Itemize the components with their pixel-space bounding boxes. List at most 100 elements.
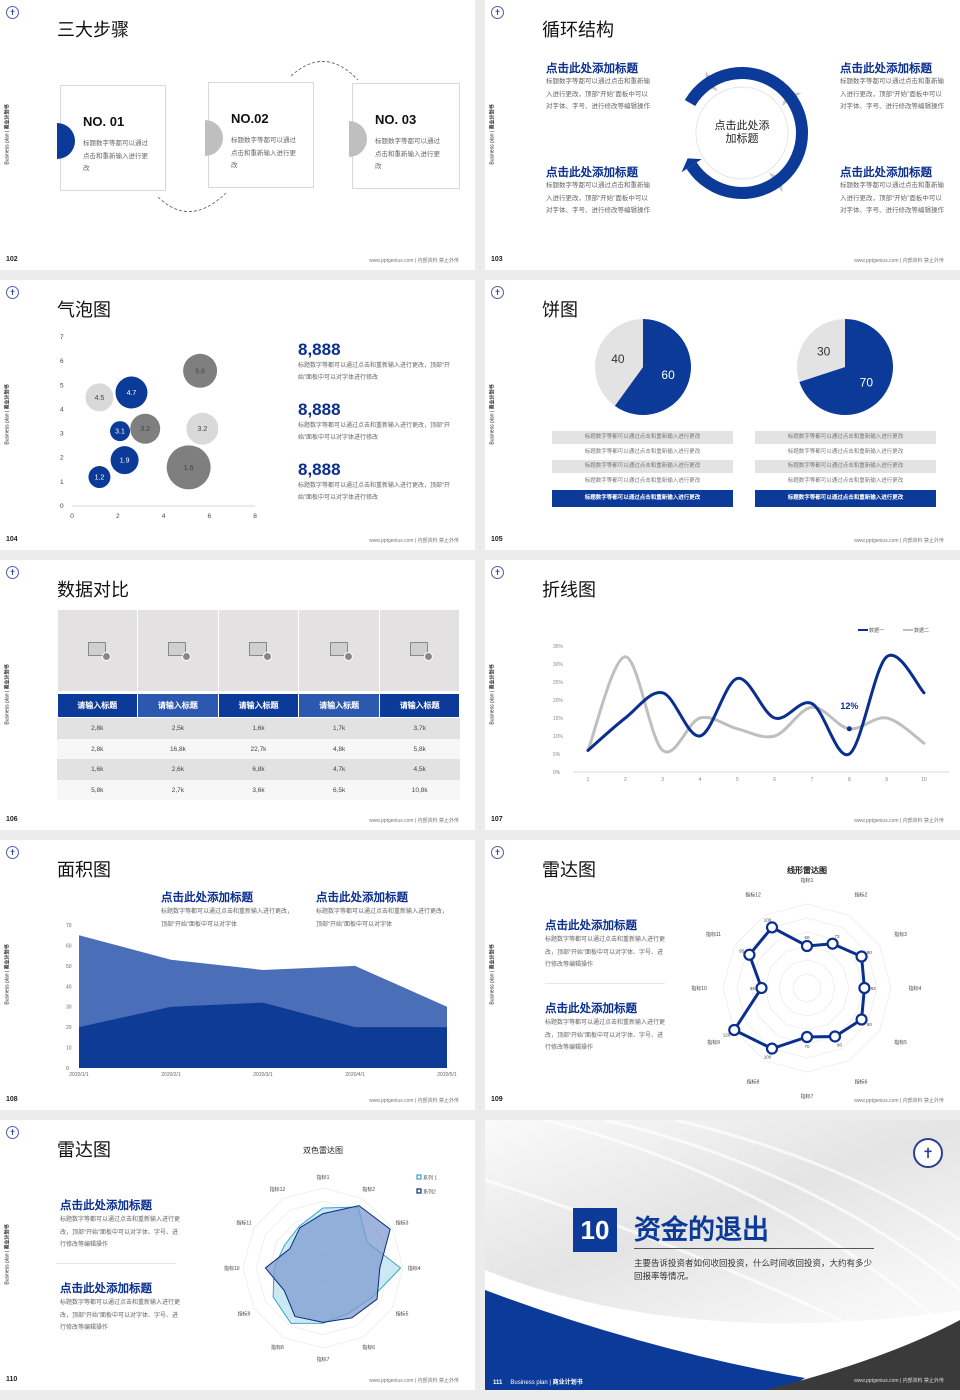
axis-label: 指标1 xyxy=(317,1174,330,1181)
side-label-cn: 商业计划书 xyxy=(4,664,11,690)
slide-104[interactable]: 气泡图 0 2 4 6 8 0 1 2 3 4 5 6 7 1.2 1.9 3.1 4.7 4.5 3.2 5.6 3.… xyxy=(0,280,475,550)
half-circle-marker xyxy=(205,120,223,156)
slide-103[interactable]: 循环结构 点击此处添加标题 标题数字等都可以通过点击和重新输入进行更改，顶部“开… xyxy=(485,0,960,270)
image-placeholder[interactable] xyxy=(57,610,138,691)
footer-text: www.pptgenius.com | 内部资料 禁止外传 xyxy=(369,258,459,264)
radar-point xyxy=(765,921,779,934)
slide-105[interactable]: 饼图 60 40 70 30 ✝ Business plan | 商业计划书 105 www… xyxy=(485,280,960,550)
side-label-cn: 商业计划书 xyxy=(4,1224,11,1250)
x-tick-label: 9 xyxy=(885,777,888,783)
stat-value: 8,888 xyxy=(298,340,341,359)
x-tick-label: 0 xyxy=(70,513,74,520)
step-number: NO.02 xyxy=(231,111,269,126)
item-text: 标题数字等都可以通过点击和重新输入进行更改，顶部“开始”面板中可以对字体、字号、… xyxy=(840,78,944,110)
half-circle-marker xyxy=(57,123,75,159)
cycle-diagram xyxy=(681,67,808,199)
radar-point xyxy=(828,1030,842,1043)
data-label: 120 xyxy=(723,1033,731,1038)
arrow-left-head xyxy=(681,158,702,173)
slide-title: 数据对比 xyxy=(57,580,129,600)
image-placeholder[interactable] xyxy=(299,610,379,691)
y-tick-label: 30% xyxy=(553,662,564,668)
side-label-en: Business plan | xyxy=(4,409,11,445)
half-circle-marker xyxy=(349,121,367,157)
plus-badge xyxy=(182,652,192,661)
axis-label: 指标12 xyxy=(745,891,761,898)
item-heading[interactable]: 点击此处添加标题 xyxy=(546,63,638,75)
item-heading[interactable]: 点击此处添加标题 xyxy=(840,167,932,179)
step-card-2[interactable]: NO.02 标题数字等都可以通过点击和重新输入进行更改 xyxy=(205,82,314,188)
pie-slice xyxy=(797,319,845,382)
item-heading[interactable]: 点击此处添加标题 xyxy=(546,167,638,179)
slide-110[interactable]: 雷达图 点击此处添加标题 标题数字等都可以通过点击和重新输入进行更改，顶部“开始… xyxy=(0,1120,475,1390)
y-tick-label: 6 xyxy=(60,358,64,365)
data-label: 95 xyxy=(739,948,745,953)
item-heading[interactable]: 点击此处添加标题 xyxy=(316,892,408,904)
slide-102[interactable]: 三大步骤 NO. 01 标题数字等都可以通过点击和重新输入进行更改 NO.02 … xyxy=(0,0,475,270)
section-footer-left: 111 Business plan | 商业计划书 xyxy=(493,1377,583,1386)
x-tick-label: 2020/1/1 xyxy=(69,1072,89,1078)
item-heading[interactable]: 点击此处添加标题 xyxy=(161,892,253,904)
image-add-icon xyxy=(87,642,111,661)
item-heading[interactable]: 点击此处添加标题 xyxy=(545,920,637,932)
image-placeholder[interactable] xyxy=(379,610,460,691)
y-tick-label: 2 xyxy=(60,455,64,462)
bubble-label: 1.9 xyxy=(120,458,130,465)
axis-label: 指标2 xyxy=(362,1186,375,1193)
step-card-1[interactable]: NO. 01 标题数字等都可以通过点击和重新输入进行更改 xyxy=(57,85,166,191)
slide-109[interactable]: 雷达图 点击此处添加标题 标题数字等都可以通过点击和重新输入进行更改，顶部“开始… xyxy=(485,840,960,1110)
text-row: 标题数字等都可以通过点击和重新输入进行更改 xyxy=(584,478,701,484)
data-label: 90 xyxy=(867,1022,873,1027)
wave-blue-base xyxy=(485,1378,805,1390)
side-label-cn: 商业计划书 xyxy=(4,104,11,130)
stat-text: 标题数字等都可以通过点击和重新输入进行更改，顶部“开始”面板中可以对字体进行修改 xyxy=(298,423,450,441)
axis-label: 指标6 xyxy=(855,1079,868,1086)
axis-label: 指标9 xyxy=(238,1311,251,1318)
item-text: 标题数字等都可以通过点击和重新输入进行更改，顶部“开始”面板中可以对字体、字号、… xyxy=(545,937,666,968)
table-row xyxy=(57,779,460,800)
bubble-label: 4.5 xyxy=(95,395,105,402)
slide-title: 面积图 xyxy=(57,860,111,880)
image-placeholder[interactable] xyxy=(218,610,299,691)
side-label-cn: 商业计划书 xyxy=(489,104,496,130)
data-label: 100 xyxy=(764,918,772,923)
item-heading[interactable]: 点击此处添加标题 xyxy=(545,1003,637,1015)
footer-text: www.pptgenius.com | 内部资料 禁止外传 xyxy=(369,1378,459,1384)
side-label-cn: 商业计划书 xyxy=(489,944,496,970)
step-card-3[interactable]: NO. 03 标题数字等都可以通过点击和重新输入进行更改 xyxy=(349,83,460,189)
legend-label: 数据二 xyxy=(914,627,929,634)
axis-label: 指标4 xyxy=(909,985,922,992)
image-placeholder[interactable] xyxy=(138,610,218,691)
image-add-icon xyxy=(329,642,353,661)
cycle-center-title[interactable]: 点击此处添加标题 xyxy=(714,120,770,145)
radar-point xyxy=(858,981,871,995)
table-cell: 5,8k xyxy=(413,745,426,753)
slide-107[interactable]: 折线图 0% 5% 10% 15% 20% 25% 30% 35% 1 2 3 4 5 6 7 8 9 10 12%… xyxy=(485,560,960,830)
y-tick-label: 60 xyxy=(66,943,72,949)
image-add-icon xyxy=(410,642,434,661)
bubble xyxy=(110,446,139,475)
axis-label: 指标1 xyxy=(801,877,814,884)
table-cell: 2,8k xyxy=(91,725,104,732)
item-heading[interactable]: 点击此处添加标题 xyxy=(60,1200,152,1212)
footer-text: www.pptgenius.com | 内部资料 禁止外传 xyxy=(369,818,459,824)
item-text: 标题数字等都可以通过点击和重新输入进行更改，顶部“开始”面板中可以对字体、字号、… xyxy=(545,1020,666,1051)
slide-108[interactable]: 面积图 点击此处添加标题 标题数字等都可以通过点击和重新输入进行更改，顶部“开始… xyxy=(0,840,475,1110)
x-tick-label: 3 xyxy=(661,777,664,783)
data-label: 73 xyxy=(835,934,841,939)
axis-label: 指标3 xyxy=(894,931,907,938)
x-tick-label: 2 xyxy=(624,777,627,783)
axis-label: 指标11 xyxy=(706,931,721,938)
footer-text: www.pptgenius.com | 内部资料 禁止外传 xyxy=(854,538,944,544)
table-header-cell: 请输入标题 xyxy=(218,694,299,717)
text-row: 标题数字等都可以通过点击和重新输入进行更改 xyxy=(552,460,733,473)
slide-106[interactable]: 数据对比 ✝ Business plan | 商业计划书 106 www.pptgen… xyxy=(0,560,475,830)
footer-text: www.pptgenius.com | 内部资料 禁止外传 xyxy=(854,1378,944,1384)
item-heading[interactable]: 点击此处添加标题 xyxy=(840,63,932,75)
plus-badge xyxy=(101,652,111,661)
bubble-label: 4.7 xyxy=(127,390,137,397)
slide-111-section[interactable]: ✝ 10 资金的退出 主要告诉投资者如何收回投资，什么时间收回投资，大约有多少回… xyxy=(485,1120,960,1390)
item-heading[interactable]: 点击此处添加标题 xyxy=(60,1283,152,1295)
plus-badge xyxy=(343,652,353,661)
data-label: 82 xyxy=(871,986,877,991)
